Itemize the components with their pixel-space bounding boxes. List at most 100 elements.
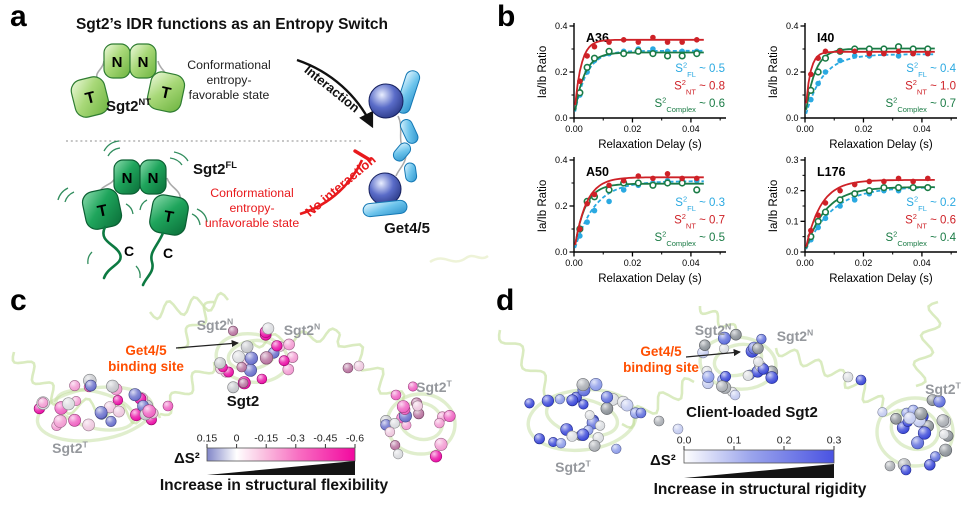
- residue-sphere: [240, 340, 254, 354]
- residue-sphere: [384, 426, 396, 438]
- residue-sphere: [744, 369, 755, 381]
- t-domain: [70, 76, 110, 118]
- sgt2t-base: Sgt2: [555, 459, 586, 475]
- t-domain-letter: T: [162, 208, 175, 226]
- ribbon-helix: [397, 400, 445, 442]
- residue-sphere: [380, 419, 392, 431]
- panel-b-label: b: [497, 0, 516, 33]
- residue-sphere: [938, 429, 950, 440]
- data-point-NT: [693, 37, 700, 43]
- residue-sphere: [884, 460, 896, 472]
- helix-rod: [362, 199, 408, 218]
- ribbon-helix: [526, 387, 638, 453]
- s2-sub: FL: [687, 70, 696, 79]
- x-tick-label: 0.04: [913, 124, 931, 134]
- residue-sphere: [912, 413, 926, 427]
- s2-S: S: [906, 197, 914, 209]
- residue-sphere: [606, 393, 620, 406]
- residue-sphere: [716, 380, 728, 393]
- residue-sphere: [145, 414, 157, 426]
- c-tail: [141, 231, 165, 287]
- get4-globule: [368, 83, 404, 119]
- x-axis-label: Relaxation Delay (s): [829, 273, 933, 285]
- data-point-NT: [881, 50, 887, 57]
- residue-sphere: [902, 416, 913, 427]
- residue-sphere: [576, 428, 590, 441]
- data-point-NT: [577, 78, 583, 84]
- c-terminus-letter: C: [163, 245, 173, 261]
- residue-sphere: [896, 421, 910, 435]
- ribbon-loop: [148, 291, 230, 321]
- residue-sphere: [583, 425, 594, 436]
- panel-d-label: d: [496, 284, 515, 317]
- chart-title: I40: [817, 31, 834, 45]
- s2-value: ~ 0.4: [927, 232, 957, 244]
- ribbon-helix: [226, 338, 278, 372]
- x-tick-label: 0.00: [796, 258, 814, 268]
- data-point-NT: [815, 212, 821, 218]
- data-point-FL: [577, 233, 583, 239]
- residue-sphere: [653, 415, 665, 427]
- panel-c-label: c: [10, 284, 27, 317]
- data-point-Complex: [693, 49, 701, 58]
- sgt2n-sup: N: [807, 327, 814, 338]
- residue-sphere: [69, 380, 81, 392]
- data-point-Complex: [909, 183, 917, 192]
- chart-A50: 0.0 0.2 0.4 0.00 0.02 0.04 A50 Ia/Ib Ratio Relax…: [537, 150, 749, 286]
- sgt2fl-sup: FL: [225, 160, 237, 170]
- residue-sphere: [353, 360, 365, 372]
- sgt2n-sup: N: [314, 321, 321, 332]
- data-point-FL: [815, 80, 821, 87]
- colorbar-tick-label: -0.3: [287, 433, 305, 445]
- data-point-NT: [577, 226, 583, 232]
- get5-globule: [368, 172, 402, 206]
- residue-sphere: [68, 413, 81, 427]
- residue-sphere: [587, 414, 599, 426]
- residue-sphere: [577, 383, 591, 397]
- s2-sub: Complex: [897, 105, 927, 114]
- data-point-NT: [822, 200, 829, 206]
- get45-helix: [362, 199, 408, 218]
- residue-sphere: [223, 366, 234, 378]
- data-point-FL: [851, 197, 858, 203]
- binding-site-label-c: Get4/5 binding site: [108, 343, 184, 375]
- inhibition-bar: [353, 149, 372, 162]
- residue-sphere: [566, 394, 579, 407]
- data-point-FL: [606, 198, 612, 205]
- residue-sphere: [83, 381, 95, 393]
- data-point-NT: [650, 175, 656, 182]
- delta-s2-label-d: ΔS²: [650, 452, 676, 469]
- sgt2t-label-c-left: Sgt2T: [43, 440, 97, 457]
- data-point-NT: [866, 50, 873, 57]
- residue-sphere: [752, 342, 764, 355]
- sgt2nt-base: Sgt2: [106, 98, 139, 115]
- data-point-NT: [822, 48, 829, 55]
- sgt2n-base: Sgt2: [776, 328, 808, 344]
- relaxation-chart-A36: 0.0 0.2 0.4 0.00 0.02 0.04 A36 Ia/Ib Ratio Relax…: [537, 21, 726, 151]
- delta-s2-label-c: ΔS²: [174, 450, 200, 467]
- s2-value: ~ 0.7: [696, 214, 725, 226]
- residue-sphere: [437, 411, 448, 423]
- data-point-FL: [584, 219, 590, 225]
- data-point-NT: [924, 50, 931, 57]
- residue-sphere: [147, 407, 159, 419]
- data-point-Complex: [634, 47, 642, 55]
- data-point-NT: [635, 173, 642, 179]
- data-point-Complex: [851, 190, 859, 198]
- y-tick-label: 0.2: [555, 201, 568, 211]
- residue-sphere: [139, 408, 152, 421]
- residue-sphere: [53, 414, 67, 428]
- chart-I40: 0.0 0.2 0.4 0.00 0.02 0.04 I40 Ia/Ib Ratio Relax…: [768, 16, 974, 152]
- residue-sphere: [924, 459, 936, 471]
- binding-site-label-d: Get4/5 binding site: [623, 344, 699, 376]
- residue-sphere: [283, 338, 295, 351]
- s2-S: S: [885, 232, 893, 244]
- data-point-NT: [924, 175, 931, 182]
- data-point-NT: [591, 191, 598, 198]
- sgt2n-sup: N: [725, 321, 732, 332]
- x-tick-label: 0.02: [855, 258, 873, 268]
- s2-annotation-NT: S2NT ~ 1.0: [905, 78, 956, 97]
- data-point-FL: [591, 207, 598, 214]
- s2-value: ~ 1.0: [927, 80, 956, 92]
- data-point-Complex: [821, 208, 830, 216]
